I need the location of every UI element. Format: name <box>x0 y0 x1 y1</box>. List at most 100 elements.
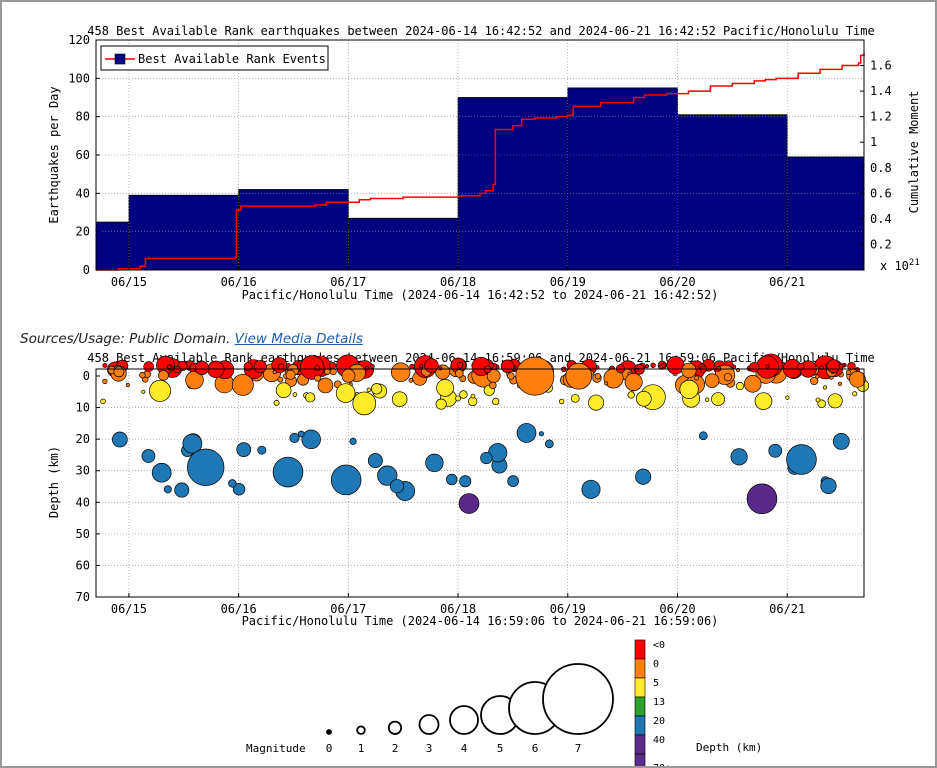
earthquake-points <box>100 353 870 515</box>
x-tick-label: 06/15 <box>111 602 147 616</box>
earthquake-point <box>538 431 544 437</box>
earthquake-point <box>143 361 154 372</box>
earthquake-point <box>735 382 745 391</box>
earthquake-point <box>827 393 843 409</box>
earthquake-point <box>480 451 493 465</box>
y2-tick-label: 1.2 <box>870 110 892 124</box>
earthquake-point <box>366 387 372 393</box>
y-tick-label: 100 <box>68 71 90 85</box>
magnitude-label: Magnitude <box>246 742 306 755</box>
y-tick-label: 10 <box>76 401 90 415</box>
earthquake-point <box>456 361 464 369</box>
earthquake-point <box>820 477 837 494</box>
earthquake-point <box>507 372 515 380</box>
earthquake-point <box>228 479 237 488</box>
y2-tick-label: 0.6 <box>870 186 892 200</box>
depth-swatch <box>634 677 646 698</box>
depth-label: Depth (km) <box>696 741 762 754</box>
earthquake-point <box>837 381 843 386</box>
earthquake-point <box>743 375 762 393</box>
y2-tick-label: 0.4 <box>870 212 892 226</box>
x-tick-label: 06/21 <box>769 275 805 289</box>
y2-tick-label: 1.6 <box>870 59 892 73</box>
magnitude-circle-0 <box>326 729 332 735</box>
earthquake-point <box>516 423 537 443</box>
earthquake-point <box>408 378 414 383</box>
y-tick-label: 30 <box>76 464 90 478</box>
earthquake-point <box>627 391 635 399</box>
earthquake-point <box>455 395 461 402</box>
y2-tick-label: 1 <box>870 135 877 149</box>
earthquake-point <box>704 397 710 402</box>
cumulative-moment-line <box>96 52 865 271</box>
earthquake-point <box>500 359 515 374</box>
earthquake-point <box>558 398 565 405</box>
earthquake-point <box>370 364 375 369</box>
earthquake-point <box>182 433 203 454</box>
earthquake-point <box>370 383 383 395</box>
sources-text: Sources/Usage: Public Domain. <box>20 331 231 347</box>
earthquake-point <box>257 445 267 455</box>
earthquake-point <box>446 473 458 486</box>
earthquake-point <box>151 462 172 483</box>
view-media-details-link[interactable]: View Media Details <box>234 331 363 347</box>
earthquake-point <box>272 370 277 375</box>
earthquakes-per-day-chart: 458 Best Available Rank earthquakes betw… <box>47 24 921 302</box>
earthquake-point <box>125 383 130 387</box>
x-tick-label: 06/16 <box>221 602 257 616</box>
earthquake-point <box>292 392 298 397</box>
earthquake-point <box>100 398 106 405</box>
depth-swatch <box>634 734 646 755</box>
earthquake-point <box>817 399 826 409</box>
y-tick-label: 80 <box>76 110 90 124</box>
earthquake-point <box>425 453 444 473</box>
earthquake-point <box>158 370 169 381</box>
earthquake-point <box>231 373 254 396</box>
magnitude-depth-legend: Magnitude 0 1 2 3 4 5 6 7 <0 0 5 13 20 40 70+ Depth (… <box>246 639 762 766</box>
earthquake-point <box>277 376 284 383</box>
earthquake-point <box>594 373 602 380</box>
earthquake-point <box>275 382 292 399</box>
chart2-y-axis-label: Depth (km) <box>47 446 61 518</box>
earthquake-point <box>314 365 321 372</box>
earthquake-point <box>815 397 821 403</box>
earthquake-point <box>645 364 650 369</box>
earthquake-point <box>253 360 267 374</box>
earthquake-point <box>768 443 783 458</box>
depth-vs-time-chart: 458 Best Available Rank earthquakes betw… <box>47 351 875 628</box>
earthquake-point <box>173 365 181 374</box>
magnitude-label-3: 3 <box>426 742 433 755</box>
earthquake-point <box>624 372 643 391</box>
depth-swatch <box>634 753 646 766</box>
x-tick-label: 06/21 <box>769 602 805 616</box>
earthquake-point <box>141 389 146 394</box>
magnitude-label-6: 6 <box>532 742 539 755</box>
earthquake-point <box>111 431 128 448</box>
earthquake-point <box>492 397 500 406</box>
earthquake-point <box>141 449 156 463</box>
depth-level-label: 20 <box>653 716 665 727</box>
earthquake-point <box>349 437 357 445</box>
earthquake-point <box>730 448 748 466</box>
bars-group <box>95 87 865 271</box>
earthquake-point <box>174 482 190 498</box>
earthquake-point <box>635 468 652 485</box>
chart2-grid <box>96 369 864 598</box>
magnitude-circle-3 <box>418 714 440 735</box>
depth-level-label: 13 <box>653 697 665 708</box>
earthquake-point <box>314 374 322 382</box>
depth-level-label: <0 <box>653 640 665 651</box>
earthquake-point <box>435 398 447 410</box>
chart1-title: 458 Best Available Rank earthquakes betw… <box>87 24 874 38</box>
earthquake-point <box>352 391 377 416</box>
earthquake-point <box>570 393 580 403</box>
earthquake-point <box>139 371 146 379</box>
chart2-x-axis-label: Pacific/Honolulu Time (2024-06-14 16:59:… <box>242 614 719 628</box>
earthquake-point <box>289 432 300 443</box>
magnitude-circle-7 <box>542 663 614 735</box>
earthquake-point <box>635 390 652 407</box>
x-tick-label: 06/20 <box>659 275 695 289</box>
earthquake-point <box>470 393 476 399</box>
magnitude-circle-1 <box>356 725 366 735</box>
